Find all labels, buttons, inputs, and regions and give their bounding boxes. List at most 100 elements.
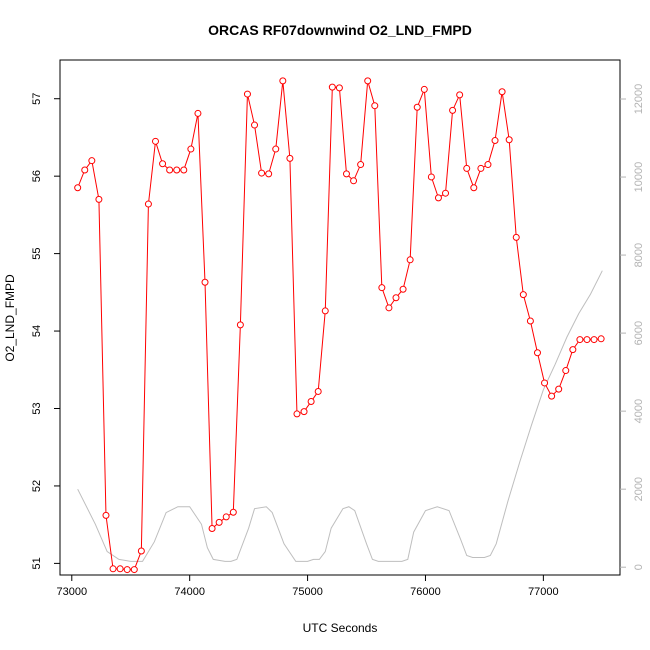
red-data-point <box>286 154 294 162</box>
red-data-point <box>314 387 322 395</box>
y2-tick-label: 10000 <box>633 162 645 193</box>
red-data-point <box>293 410 301 418</box>
x-tick-label: 76000 <box>410 586 441 598</box>
red-data-point <box>456 91 464 99</box>
red-data-point <box>243 90 251 98</box>
y-tick-label: 51 <box>31 557 43 569</box>
gray-series-path <box>77 270 603 562</box>
red-data-point <box>406 256 414 264</box>
red-data-point <box>215 518 223 526</box>
red-data-point <box>350 177 358 185</box>
red-data-point <box>81 166 89 174</box>
red-data-point <box>236 321 244 329</box>
red-data-point <box>477 164 485 172</box>
x-tick-label: 75000 <box>292 586 323 598</box>
x-axis: 73000 74000 75000 76000 77000 <box>56 575 559 598</box>
red-data-point <box>378 284 386 292</box>
red-data-point <box>222 513 230 521</box>
red-data-point <box>74 184 82 192</box>
red-data-point <box>541 379 549 387</box>
red-data-point <box>413 103 421 111</box>
red-data-point <box>427 173 435 181</box>
red-data-point <box>463 164 471 172</box>
red-data-point <box>335 84 343 92</box>
red-data-point <box>597 335 605 343</box>
red-data-point <box>300 408 308 416</box>
red-data-point <box>88 157 96 165</box>
red-data-point <box>151 137 159 145</box>
red-data-point <box>392 294 400 302</box>
red-data-point <box>371 102 379 110</box>
red-data-point <box>116 565 124 573</box>
red-data-point <box>272 145 280 153</box>
red-data-point <box>144 200 152 208</box>
y-tick-label: 53 <box>31 402 43 414</box>
chart-title: ORCAS RF07downwind O2_LND_FMPD <box>208 22 472 38</box>
red-data-point <box>357 161 365 169</box>
y2-tick-label: 4000 <box>633 399 645 423</box>
y2-axis: 0 2000 4000 6000 8000 10000 12000 <box>620 84 645 570</box>
red-data-point <box>498 88 506 96</box>
red-data-point <box>420 85 428 93</box>
red-data-point <box>590 336 598 344</box>
red-data-point <box>208 525 216 533</box>
red-data-point <box>562 367 570 375</box>
y-tick-label: 55 <box>31 247 43 259</box>
red-data-point <box>512 233 520 241</box>
plot-box <box>59 59 621 576</box>
red-data-point <box>279 77 287 85</box>
y-tick-label: 52 <box>31 480 43 492</box>
red-data-point <box>576 336 584 344</box>
red-data-point <box>328 83 336 91</box>
red-data-point <box>166 166 174 174</box>
red-data-point <box>434 194 442 202</box>
red-data-point <box>533 349 541 357</box>
red-data-point <box>95 195 103 203</box>
red-data-point <box>470 184 478 192</box>
red-data-point <box>173 166 181 174</box>
x-tick-label: 77000 <box>528 586 559 598</box>
x-axis-label: UTC Seconds <box>303 621 378 635</box>
red-data-point <box>265 170 273 178</box>
red-data-point <box>187 145 195 153</box>
y2-tick-label: 8000 <box>633 243 645 267</box>
red-data-point <box>130 566 138 574</box>
red-data-point <box>201 278 209 286</box>
red-data-point <box>519 291 527 299</box>
red-data-point <box>569 346 577 354</box>
red-data-point <box>123 566 131 574</box>
red-data-point <box>229 508 237 516</box>
red-data-point <box>109 565 117 573</box>
y-tick-label: 57 <box>31 93 43 105</box>
series-gray-line <box>77 270 603 562</box>
red-data-point <box>526 317 534 325</box>
y-tick-label: 56 <box>31 170 43 182</box>
y2-tick-label: 0 <box>633 564 645 570</box>
red-data-point <box>321 307 329 315</box>
series-red-line <box>74 77 605 574</box>
y-axis-label: O2_LND_FMPD <box>3 274 17 362</box>
red-data-point <box>548 392 556 400</box>
red-data-point <box>399 285 407 293</box>
red-data-point <box>484 161 492 169</box>
y2-tick-label: 2000 <box>633 477 645 501</box>
y-tick-label: 54 <box>31 325 43 337</box>
red-data-point <box>102 511 110 519</box>
red-data-point <box>258 169 266 177</box>
y-axis: 51 52 53 54 55 56 57 <box>31 93 60 570</box>
red-data-point <box>491 137 499 145</box>
red-data-point <box>180 166 188 174</box>
red-data-point <box>385 304 393 312</box>
y2-tick-label: 12000 <box>633 84 645 115</box>
red-data-point <box>505 136 513 144</box>
x-tick-label: 74000 <box>174 586 205 598</box>
red-data-point <box>449 106 457 114</box>
red-data-point <box>159 160 167 168</box>
red-data-point <box>342 170 350 178</box>
red-data-point <box>583 336 591 344</box>
red-series-path <box>77 80 602 571</box>
y2-tick-label: 6000 <box>633 321 645 345</box>
red-data-point <box>364 77 372 85</box>
red-data-point <box>137 547 145 555</box>
red-data-point <box>442 189 450 197</box>
